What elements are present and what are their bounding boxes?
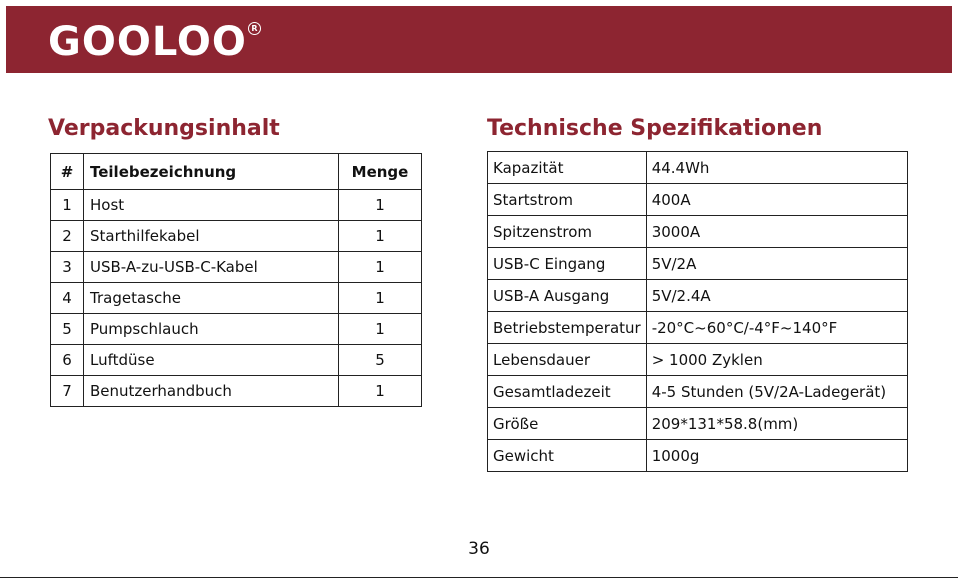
part-quantity: 1 (338, 375, 422, 407)
spec-value: 3000A (645, 215, 909, 248)
spec-value: 5V/2A (645, 247, 909, 280)
table-row: Kapazität 44.4Wh (487, 151, 909, 184)
table-row: 6 Luftdüse 5 (50, 344, 422, 376)
spec-label: Gewicht (487, 439, 647, 472)
spec-label: Kapazität (487, 151, 647, 184)
spec-label: USB-C Eingang (487, 247, 647, 280)
header-banner: GOOLOO R (6, 6, 952, 73)
spec-value: > 1000 Zyklen (645, 343, 909, 376)
row-number: 6 (50, 344, 84, 376)
part-name: Benutzerhandbuch (83, 375, 339, 407)
table-row: 5 Pumpschlauch 1 (50, 313, 422, 345)
table-row: Startstrom 400A (487, 183, 909, 216)
col-header-number: # (50, 153, 84, 190)
technical-specs-title: Technische Spezifikationen (487, 116, 823, 141)
part-quantity: 1 (338, 313, 422, 345)
row-number: 4 (50, 282, 84, 314)
registered-mark-icon: R (247, 22, 261, 35)
table-row: Größe 209*131*58.8(mm) (487, 407, 909, 440)
table-row: Gesamtladezeit 4-5 Stunden (5V/2A-Ladege… (487, 375, 909, 408)
row-number: 7 (50, 375, 84, 407)
spec-value: 400A (645, 183, 909, 216)
spec-value: 44.4Wh (645, 151, 909, 184)
part-quantity: 5 (338, 344, 422, 376)
logo-text: GOOLOO (48, 19, 247, 65)
table-row: Lebensdauer > 1000 Zyklen (487, 343, 909, 376)
part-name: Starthilfekabel (83, 220, 339, 252)
table-row: USB-C Eingang 5V/2A (487, 247, 909, 280)
row-number: 5 (50, 313, 84, 345)
page-number: 36 (468, 539, 490, 559)
row-number: 3 (50, 251, 84, 283)
spec-value: -20°C~60°C/-4°F~140°F (645, 311, 909, 344)
part-quantity: 1 (338, 251, 422, 283)
table-row: 1 Host 1 (50, 189, 422, 221)
spec-label: USB-A Ausgang (487, 279, 647, 312)
spec-label: Betriebstemperatur (487, 311, 647, 344)
spec-value: 4-5 Stunden (5V/2A-Ladegerät) (645, 375, 909, 408)
col-header-quantity: Menge (338, 153, 422, 190)
spec-value: 5V/2.4A (645, 279, 909, 312)
part-quantity: 1 (338, 189, 422, 221)
spec-label: Lebensdauer (487, 343, 647, 376)
brand-logo: GOOLOO R (48, 19, 261, 65)
table-row: 4 Tragetasche 1 (50, 282, 422, 314)
part-name: Host (83, 189, 339, 221)
table-row: 2 Starthilfekabel 1 (50, 220, 422, 252)
spec-label: Gesamtladezeit (487, 375, 647, 408)
table-row: 3 USB-A-zu-USB-C-Kabel 1 (50, 251, 422, 283)
table-row: Betriebstemperatur -20°C~60°C/-4°F~140°F (487, 311, 909, 344)
spec-value: 1000g (645, 439, 909, 472)
package-contents-title: Verpackungsinhalt (48, 116, 280, 141)
part-quantity: 1 (338, 282, 422, 314)
table-row: Spitzenstrom 3000A (487, 215, 909, 248)
table-row: 7 Benutzerhandbuch 1 (50, 375, 422, 407)
table-header-row: # Teilebezeichnung Menge (50, 153, 422, 190)
spec-label: Startstrom (487, 183, 647, 216)
part-name: USB-A-zu-USB-C-Kabel (83, 251, 339, 283)
table-row: Gewicht 1000g (487, 439, 909, 472)
spec-label: Größe (487, 407, 647, 440)
spec-label: Spitzenstrom (487, 215, 647, 248)
spec-value: 209*131*58.8(mm) (645, 407, 909, 440)
part-quantity: 1 (338, 220, 422, 252)
table-row: USB-A Ausgang 5V/2.4A (487, 279, 909, 312)
part-name: Tragetasche (83, 282, 339, 314)
row-number: 1 (50, 189, 84, 221)
row-number: 2 (50, 220, 84, 252)
technical-specs-table: Kapazität 44.4Wh Startstrom 400A Spitzen… (487, 151, 909, 472)
footer-divider (0, 577, 958, 578)
part-name: Luftdüse (83, 344, 339, 376)
col-header-part-name: Teilebezeichnung (83, 153, 339, 190)
package-contents-table: # Teilebezeichnung Menge 1 Host 1 2 Star… (50, 153, 422, 407)
part-name: Pumpschlauch (83, 313, 339, 345)
